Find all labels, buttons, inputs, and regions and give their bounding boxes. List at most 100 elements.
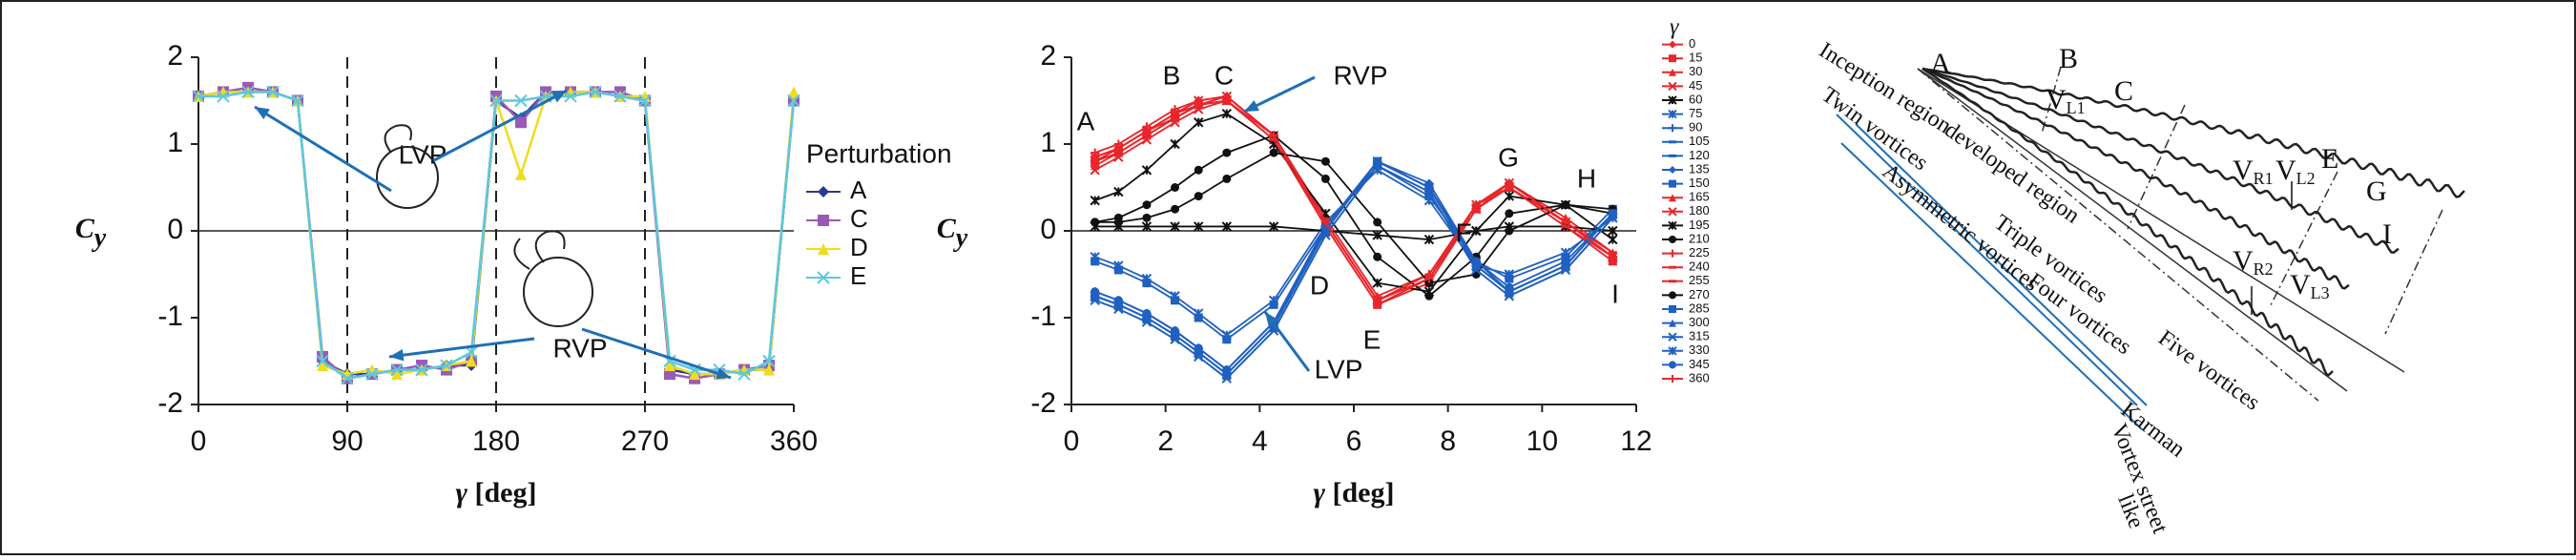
vortex-symbol: V: [2233, 245, 2254, 277]
series-line: [1094, 164, 1613, 341]
marker: [1668, 207, 1677, 217]
legend-label: 15: [1689, 51, 1702, 65]
x-tick-label: 0: [1064, 425, 1080, 457]
marker: [466, 355, 477, 367]
sketch: [513, 230, 566, 270]
vortex-filament: [1922, 67, 2465, 198]
marker: [1424, 183, 1434, 192]
legend-label: 60: [1689, 92, 1702, 106]
marker: [1222, 174, 1232, 183]
legend-label: 255: [1689, 273, 1710, 287]
x-tick-label: 360: [770, 425, 818, 457]
x-axis-symbol: γ: [456, 477, 468, 508]
marker: [1113, 296, 1123, 305]
vortex-label: VL3: [2290, 269, 2330, 302]
marker: [1141, 165, 1153, 176]
annotation: A: [1077, 106, 1095, 135]
marker: [1505, 178, 1514, 188]
marker: [818, 186, 829, 197]
marker: [440, 359, 453, 372]
arrowhead: [1244, 99, 1259, 112]
marker: [1269, 300, 1278, 309]
marker: [1471, 200, 1481, 210]
marker: [1221, 108, 1233, 119]
marker: [192, 90, 205, 103]
x-axis-label: γ [deg]: [1314, 477, 1395, 508]
marker: [317, 360, 328, 372]
marker: [1221, 373, 1233, 384]
marker: [1471, 225, 1482, 237]
marker: [1268, 221, 1279, 232]
y-tick-label: 1: [1040, 127, 1056, 158]
marker: [365, 367, 379, 381]
marker: [1608, 257, 1617, 266]
point-label: C: [2114, 75, 2133, 107]
y-tick-label: 2: [167, 40, 183, 72]
y-axis-label: Cy: [937, 213, 968, 254]
x-tick-label: 2: [1157, 425, 1174, 457]
point-label: I: [2382, 218, 2392, 250]
series-line: [1094, 94, 1613, 301]
marker: [1423, 234, 1435, 245]
legend-label: 240: [1689, 259, 1710, 274]
x-tick-label: 12: [1620, 425, 1652, 457]
marker: [1320, 156, 1330, 166]
annotation: LVP: [399, 139, 447, 169]
marker: [1561, 200, 1570, 210]
legend-label: 300: [1689, 315, 1710, 329]
vortex-symbol: V: [2275, 155, 2296, 186]
marker: [762, 354, 776, 368]
marker: [316, 354, 329, 368]
arrow: [388, 337, 535, 359]
marker: [1269, 148, 1278, 157]
legend-label: 195: [1689, 218, 1710, 232]
marker: [1194, 192, 1203, 201]
marker: [817, 271, 830, 284]
arrow: [433, 89, 568, 162]
marker: [1194, 343, 1203, 353]
legend-label: A: [850, 176, 867, 204]
marker: [1669, 291, 1676, 300]
legend-label: 105: [1689, 134, 1710, 148]
marker: [1373, 252, 1382, 261]
marker: [1171, 204, 1180, 214]
legend-label: D: [850, 233, 868, 261]
legend-label: 135: [1689, 161, 1710, 176]
arrowhead: [255, 107, 270, 120]
annotation: F: [1455, 218, 1471, 247]
marker: [1170, 138, 1180, 150]
legend-label: C: [850, 204, 868, 233]
legend-label: 330: [1689, 342, 1710, 357]
marker: [1194, 96, 1203, 105]
annotation: I: [1611, 279, 1619, 308]
arrowhead: [551, 91, 567, 103]
marker: [1372, 230, 1382, 240]
legend-label: 150: [1689, 176, 1710, 190]
marker: [1668, 332, 1677, 342]
vortex-subscript: L1: [2067, 98, 2086, 117]
x-tick-label: 270: [621, 425, 669, 457]
marker: [1171, 109, 1180, 118]
marker: [1142, 279, 1152, 288]
marker: [1269, 131, 1278, 140]
legend-label: 225: [1689, 245, 1710, 259]
marker: [1090, 165, 1100, 176]
marker: [1668, 346, 1677, 356]
marker: [341, 371, 354, 385]
y-axis-symbol: C: [75, 213, 95, 244]
legend-label: 120: [1689, 148, 1710, 162]
marker: [1091, 153, 1100, 162]
marker: [1193, 117, 1204, 128]
legend-label: 315: [1689, 329, 1710, 343]
marker: [1171, 183, 1180, 192]
legend-label: 45: [1689, 78, 1702, 93]
annotation: H: [1577, 163, 1596, 193]
legend-label: 270: [1689, 287, 1710, 301]
annotation: E: [1363, 324, 1381, 354]
y-tick-label: 0: [1040, 214, 1056, 245]
x-tick-label: 8: [1440, 425, 1456, 457]
marker: [664, 360, 675, 372]
x-axis-unit: [deg]: [475, 477, 537, 508]
series-line: [1094, 225, 1613, 241]
series-line: [1094, 160, 1613, 371]
